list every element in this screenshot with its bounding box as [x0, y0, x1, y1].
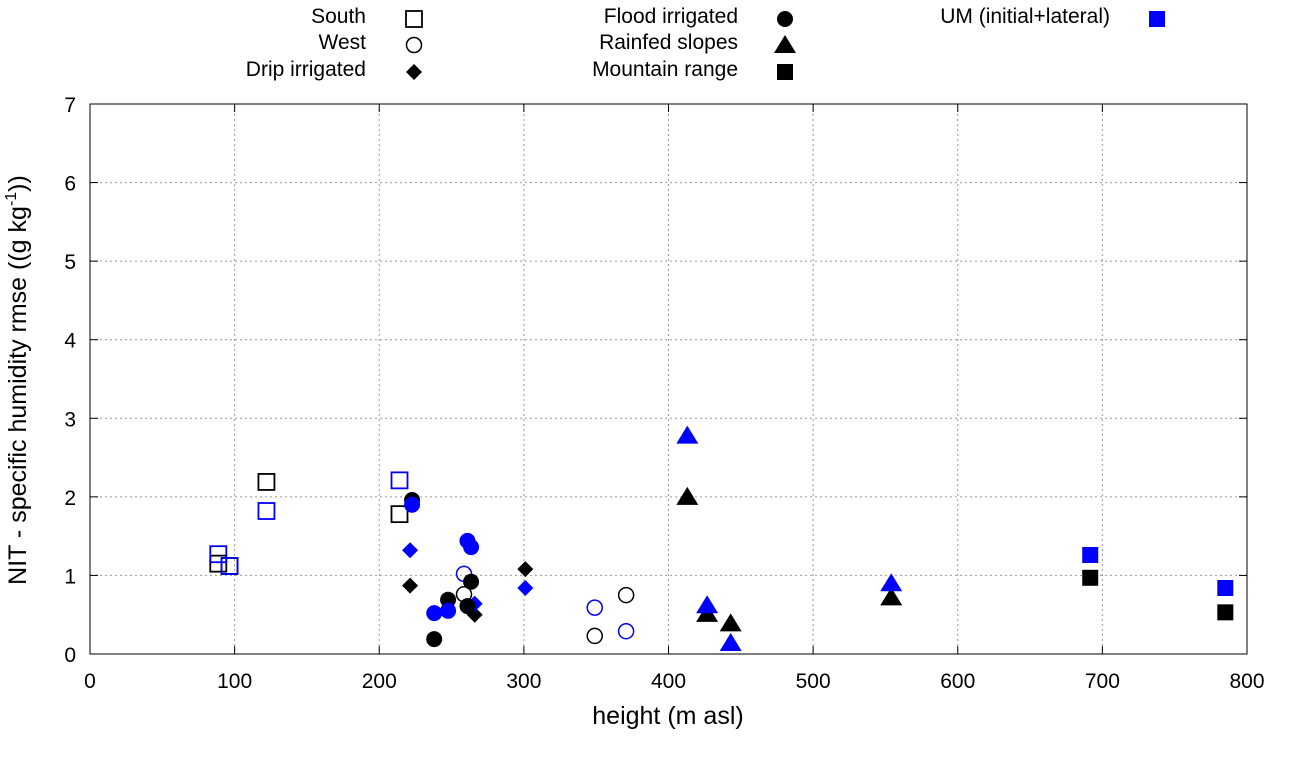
data-points — [209, 425, 1234, 651]
point-flood-irrigated-um — [463, 539, 480, 556]
x-tick-label: 200 — [362, 670, 397, 693]
legend-label-mountain-range: Mountain range — [592, 58, 738, 81]
point-drip-irrigated-obs — [402, 577, 419, 594]
point-flood-irrigated-obs — [463, 573, 480, 590]
y-tick-label: 5 — [64, 251, 76, 274]
point-rainfed-slopes-obs — [880, 587, 903, 606]
legend-label-um-initial-lateral: UM (initial+lateral) — [940, 5, 1110, 28]
plot-frame — [89, 103, 1248, 655]
legend: South West Drip irrigated Flood irrigated Ra… — [246, 5, 1165, 81]
legend-label-west: West — [319, 31, 367, 54]
point-south-um — [257, 502, 276, 520]
x-axis-label: height (m asl) — [592, 702, 743, 730]
legend-label-south: South — [311, 5, 366, 28]
grid — [90, 104, 1247, 654]
point-mountain-range-um — [1082, 547, 1099, 563]
point-flood-irrigated-um — [404, 496, 421, 513]
point-south-obs — [209, 554, 228, 573]
legend-label-drip-irrigated: Drip irrigated — [246, 58, 366, 81]
point-south-um — [209, 545, 228, 564]
y-tick-label: 4 — [64, 330, 76, 353]
point-rainfed-slopes-obs — [676, 486, 699, 505]
point-flood-irrigated-obs — [440, 591, 457, 608]
legend-marker-west — [405, 36, 423, 54]
legend-marker-rainfed-slopes — [774, 35, 796, 53]
point-west-obs — [586, 627, 603, 645]
point-south-obs — [390, 505, 409, 524]
x-tick-label: 800 — [1229, 670, 1264, 693]
point-rainfed-slopes-um — [719, 633, 742, 651]
legend-label-rainfed-slopes: Rainfed slopes — [599, 31, 738, 54]
legend-marker-south — [405, 10, 423, 28]
y-tick-label: 3 — [64, 408, 76, 431]
x-tick-label: 700 — [1085, 670, 1120, 693]
point-flood-irrigated-obs — [459, 598, 476, 615]
point-mountain-range-um — [1217, 580, 1234, 596]
point-south-um — [390, 471, 409, 490]
point-south-obs — [257, 473, 276, 491]
point-flood-irrigated-obs — [426, 631, 443, 648]
point-rainfed-slopes-um — [696, 595, 719, 614]
point-rainfed-slopes-um — [676, 425, 699, 444]
point-drip-irrigated-um — [517, 580, 534, 596]
point-west-obs — [617, 586, 635, 604]
legend-label-flood-irrigated: Flood irrigated — [604, 5, 738, 28]
y-tick-label: 2 — [64, 487, 76, 510]
point-drip-irrigated-um — [402, 542, 419, 559]
x-tick-label: 100 — [217, 670, 252, 693]
point-south-um — [220, 557, 239, 575]
x-tick-label: 500 — [796, 670, 831, 693]
axis-ticks: 0 100 200 300 400 500 600 700 800 0 1 2 3 4 5 6 7 — [64, 94, 1264, 693]
y-tick-label: 6 — [64, 173, 76, 196]
y-tick-label: 1 — [64, 565, 76, 588]
point-mountain-range-obs — [1217, 604, 1234, 621]
y-tick-label: 7 — [64, 94, 76, 117]
legend-marker-mountain-range — [777, 64, 793, 80]
point-rainfed-slopes-obs — [719, 613, 742, 632]
point-rainfed-slopes-um — [880, 573, 903, 592]
y-axis-label: NIT - specific humidity rmse ((g kg-1)) — [3, 175, 32, 585]
legend-marker-drip-irrigated — [406, 64, 422, 80]
legend-marker-flood-irrigated — [777, 11, 793, 27]
point-flood-irrigated-um — [426, 605, 443, 622]
point-drip-irrigated-obs — [517, 561, 534, 578]
legend-marker-um-initial-lateral — [1149, 11, 1165, 27]
point-west-um — [617, 622, 635, 640]
point-west-um — [586, 599, 603, 616]
x-tick-label: 600 — [940, 670, 975, 693]
x-tick-label: 400 — [651, 670, 686, 693]
y-tick-label: 0 — [64, 644, 76, 667]
x-tick-label: 0 — [84, 670, 96, 693]
point-flood-irrigated-um — [440, 602, 457, 619]
x-tick-label: 300 — [506, 670, 541, 693]
point-mountain-range-obs — [1082, 569, 1099, 586]
